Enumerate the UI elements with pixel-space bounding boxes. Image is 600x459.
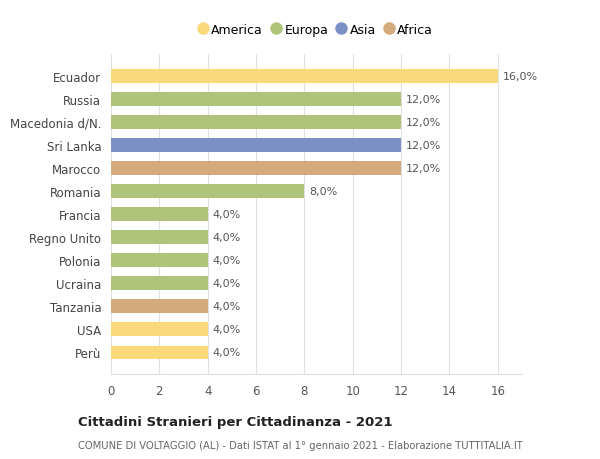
Text: 4,0%: 4,0% [212,210,241,219]
Text: COMUNE DI VOLTAGGIO (AL) - Dati ISTAT al 1° gennaio 2021 - Elaborazione TUTTITAL: COMUNE DI VOLTAGGIO (AL) - Dati ISTAT al… [78,440,523,450]
Text: 8,0%: 8,0% [309,186,337,196]
Bar [111,162,401,175]
Bar [111,116,401,129]
Text: 4,0%: 4,0% [212,279,241,289]
Bar [111,254,208,268]
Text: Cittadini Stranieri per Cittadinanza - 2021: Cittadini Stranieri per Cittadinanza - 2… [78,415,392,428]
Text: 16,0%: 16,0% [503,72,538,82]
Bar [111,323,208,336]
Text: 4,0%: 4,0% [212,256,241,266]
Text: 12,0%: 12,0% [406,95,441,105]
Text: 12,0%: 12,0% [406,163,441,174]
Bar [111,70,498,84]
Text: 4,0%: 4,0% [212,325,241,335]
Text: 12,0%: 12,0% [406,118,441,128]
Bar [111,139,401,152]
Bar [111,300,208,313]
Bar [111,231,208,245]
Bar [111,207,208,222]
Text: 12,0%: 12,0% [406,140,441,151]
Text: 4,0%: 4,0% [212,302,241,312]
Bar [111,93,401,106]
Text: 4,0%: 4,0% [212,347,241,358]
Bar [111,346,208,359]
Text: 4,0%: 4,0% [212,233,241,243]
Legend: America, Europa, Asia, Africa: America, Europa, Asia, Africa [196,20,437,40]
Bar [111,277,208,291]
Bar [111,185,304,198]
